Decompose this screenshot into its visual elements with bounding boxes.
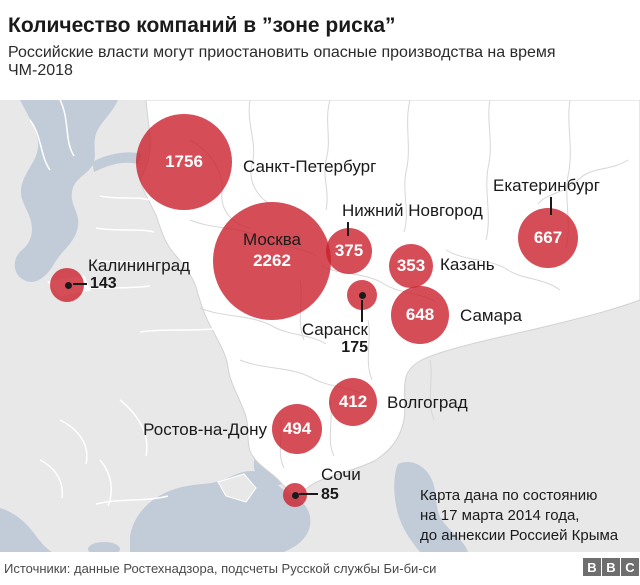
leader-line-kaliningrad [73, 283, 87, 285]
city-name-label-sochi: Сочи [321, 465, 361, 484]
city-name-label-volgograd: Волгоград [387, 393, 468, 412]
bbc-logo-block: C [621, 558, 639, 576]
page-title: Количество компаний в ”зоне риска” [8, 14, 396, 37]
city-bubble-samara [391, 286, 449, 344]
bubble-value-nizhny-novgorod: 375 [334, 241, 364, 260]
map-note: Карта дана по состоянию на 17 марта 2014… [420, 486, 618, 546]
bubble-value-volgograd: 412 [338, 392, 368, 411]
city-bubble-kazan [389, 244, 433, 288]
page-subtitle: Российские власти могут приостановить оп… [8, 44, 556, 79]
bubble-value-sankt-peterburg: 1756 [165, 152, 203, 171]
city-value-label-saransk: 175 [341, 339, 368, 356]
bubble-value-moskva: 2262 [253, 251, 291, 270]
bubble-value-samara: 648 [405, 305, 435, 324]
city-bubble-sankt-peterburg [136, 114, 232, 210]
city-bubble-ekaterinburg [518, 208, 578, 268]
crimea-peninsula [217, 473, 257, 503]
city-name-label-nizhny-novgorod: Нижний Новгород [342, 201, 483, 220]
marker-dot-kaliningrad [64, 281, 72, 289]
leader-line-nizhny-novgorod [347, 222, 349, 236]
russia-shape [139, 100, 640, 500]
city-name-label-ekaterinburg: Екатеринбург [493, 176, 600, 195]
black-sea [130, 471, 311, 552]
gulf-of-riga [39, 229, 57, 251]
city-bubble-moskva [213, 202, 331, 320]
gulf-of-finland [92, 152, 142, 172]
base-map [0, 100, 640, 552]
city-bubble-volgograd [329, 378, 377, 426]
marker-dot-sochi [291, 491, 299, 499]
city-name-label-rostov-na-donu: Ростов-на-Дону [143, 420, 267, 439]
bubble-value-ekaterinburg: 667 [533, 228, 563, 247]
map-note-line: до аннексии Россией Крыма [420, 527, 619, 544]
map-note-line: Карта дана по состоянию [420, 487, 598, 504]
sources-text: Источники: данные Ростехнадзора, подсчет… [4, 561, 437, 576]
city-value-label-sochi: 85 [321, 486, 339, 503]
leader-line-saransk [361, 300, 363, 322]
city-value-label-kaliningrad: 143 [90, 275, 117, 292]
city-name-label-samara: Самара [460, 306, 522, 325]
bubble-value-rostov-na-donu: 494 [282, 419, 312, 438]
caspian-sea [394, 461, 468, 552]
bubble-value-kazan: 353 [396, 256, 426, 275]
bbc-logo-block: B [602, 558, 620, 576]
bbc-logo-block: B [583, 558, 601, 576]
city-name-label-kazan: Казань [440, 255, 495, 274]
city-name-label-saransk: Саранск [301, 320, 368, 339]
aegean-sea [88, 542, 120, 552]
header: Количество компаний в ”зоне риска” Росси… [0, 0, 640, 100]
city-name-label-moskva: Москва [242, 230, 302, 249]
adriatic-sea [0, 508, 52, 552]
footer: Источники: данные Ростехнадзора, подсчет… [0, 552, 640, 585]
city-bubble-nizhny-novgorod [326, 228, 372, 274]
bbc-logo: B B C [583, 558, 639, 576]
city-name-label-kaliningrad: Калининград [88, 256, 191, 275]
city-name-label-sankt-peterburg: Санкт-Петербург [243, 157, 377, 176]
map-note-line: на 17 марта 2014 года, [420, 507, 580, 524]
leader-line-sochi [299, 493, 318, 495]
map-canvas: 1756 Санкт-Петербург 2262 Москва 375 Нижний Н… [0, 100, 640, 552]
city-bubble-rostov-na-donu [272, 404, 322, 454]
marker-dot-saransk [358, 291, 366, 299]
leader-line-ekaterinburg [550, 197, 552, 215]
